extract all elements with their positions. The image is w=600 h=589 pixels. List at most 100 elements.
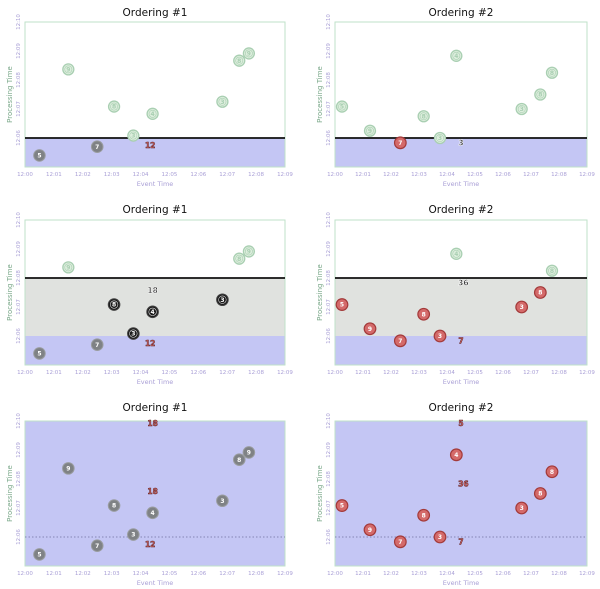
point-marker-ring — [338, 102, 346, 111]
x-tick-label: 12:03 — [411, 370, 427, 376]
y-tick-label: 12:10 — [326, 212, 332, 228]
y-axis-label: Processing Time — [6, 465, 14, 522]
chart-panel-1: Ordering #1 12:00 12:01 12:02 12:03 12:04 12:0… — [6, 7, 293, 188]
point-value-label: 7 — [95, 342, 99, 349]
data-point-red: 9 — [363, 322, 377, 336]
x-tick-label: 12:02 — [383, 571, 399, 577]
data-point-red: 7 — [393, 136, 407, 150]
x-tick-label: 12:00 — [327, 172, 343, 178]
x-tick-label: 12:07 — [219, 370, 235, 376]
point-marker — [33, 347, 46, 360]
point-value-label: 4 — [150, 510, 154, 517]
point-marker-ring — [244, 247, 253, 256]
point-value-label: 9 — [368, 527, 372, 534]
x-tick-label: 12:02 — [75, 172, 91, 178]
plot-frame — [334, 21, 588, 168]
point-marker — [107, 298, 121, 311]
y-axis-label: Processing Time — [316, 66, 324, 123]
x-tick-label: 12:00 — [327, 370, 343, 376]
data-point-ghost: 4 — [450, 247, 463, 260]
point-marker — [393, 334, 407, 348]
plot-frame — [24, 21, 286, 168]
point-value-label: 9 — [368, 326, 372, 333]
x-tick-label: 12:05 — [467, 172, 483, 178]
x-tick-label: 12:08 — [248, 370, 264, 376]
x-axis-label: Event Time — [137, 180, 174, 188]
data-point-ghost: 8 — [233, 54, 246, 67]
x-tick-label: 12:05 — [467, 370, 483, 376]
x-tick-label: 12:02 — [75, 370, 91, 376]
y-tick-label: 12:08 — [16, 471, 22, 487]
point-value-label: 3 — [458, 139, 463, 148]
x-tick-label: 12:06 — [190, 571, 206, 577]
data-point-black: 8 — [107, 298, 121, 311]
chart-panel-4: Ordering #2 12:00 12:01 12:02 12:03 12:04 12:0… — [316, 204, 595, 386]
point-marker — [146, 506, 159, 520]
point-value-label: 18 — [147, 487, 157, 496]
chart-title: Ordering #1 — [123, 7, 188, 19]
x-tick-label: 12:03 — [104, 571, 120, 577]
point-marker — [363, 523, 377, 537]
data-point-redtext: 18 — [147, 487, 158, 497]
data-point-red: 8 — [417, 508, 431, 522]
y-tick-label: 12:08 — [326, 471, 332, 487]
x-axis-label: Event Time — [443, 378, 480, 386]
point-marker — [363, 322, 377, 336]
point-value-label: 9 — [247, 249, 251, 256]
point-marker — [433, 329, 447, 343]
data-point-ghost: 5 — [335, 100, 349, 113]
data-point-black: 4 — [146, 305, 159, 319]
y-tick-label: 12:07 — [326, 299, 332, 315]
y-tick-label: 12:09 — [326, 442, 332, 458]
x-tick-label: 12:05 — [467, 571, 483, 577]
point-value-label: 8 — [422, 311, 426, 318]
point-value-label: 5 — [37, 552, 41, 559]
point-marker — [417, 508, 431, 522]
point-marker-ring — [218, 295, 227, 304]
y-tick-label: 12:09 — [16, 442, 22, 458]
y-tick-label: 12:06 — [326, 529, 332, 545]
y-tick-label: 12:08 — [16, 270, 22, 286]
point-marker — [33, 149, 46, 162]
data-point-redtext: 12 — [145, 339, 156, 349]
x-tick-label: 12:06 — [495, 172, 511, 178]
x-tick-label: 12:01 — [355, 370, 371, 376]
point-marker-ring — [148, 109, 157, 118]
x-tick-label: 12:02 — [383, 172, 399, 178]
point-value-label: 8 — [538, 92, 542, 99]
y-tick-label: 12:07 — [326, 101, 332, 117]
data-point-dark: 5 — [33, 149, 46, 162]
x-tick-label: 12:08 — [551, 370, 567, 376]
point-value-label: 8 — [538, 491, 542, 498]
point-marker-ring — [235, 56, 244, 65]
x-tick-label: 12:04 — [133, 172, 149, 178]
point-marker — [515, 501, 529, 515]
point-value-label: 7 — [458, 337, 463, 346]
data-point-ghost: 8 — [107, 100, 121, 113]
x-tick-label: 12:08 — [248, 571, 264, 577]
x-tick-label: 12:06 — [495, 370, 511, 376]
blue-band — [335, 336, 587, 365]
x-tick-label: 12:06 — [190, 370, 206, 376]
data-point-ghost: 4 — [146, 107, 159, 120]
data-point-ghost: 9 — [62, 63, 75, 76]
data-point-ghost: 9 — [242, 47, 256, 60]
x-tick-label: 12:09 — [277, 172, 293, 178]
x-tick-label: 12:04 — [439, 571, 455, 577]
point-marker — [545, 465, 559, 479]
point-marker-ring — [110, 102, 118, 111]
point-value-label: 4 — [454, 53, 458, 60]
point-marker — [515, 300, 529, 314]
data-point-ghost: 8 — [545, 264, 559, 277]
y-tick-label: 12:07 — [16, 101, 22, 117]
plot-frame — [24, 219, 286, 366]
chart-panel-3: Ordering #1 12:00 12:01 12:02 12:03 12:04 12:0… — [6, 204, 293, 386]
x-tick-label: 12:09 — [579, 370, 595, 376]
point-value-label: 7 — [398, 539, 402, 546]
gray-band — [335, 278, 587, 336]
point-value-label: 3 — [220, 99, 224, 106]
data-point-dark: 3 — [216, 494, 229, 508]
x-tick-label: 12:07 — [523, 571, 539, 577]
x-axis-label: Event Time — [137, 378, 174, 386]
